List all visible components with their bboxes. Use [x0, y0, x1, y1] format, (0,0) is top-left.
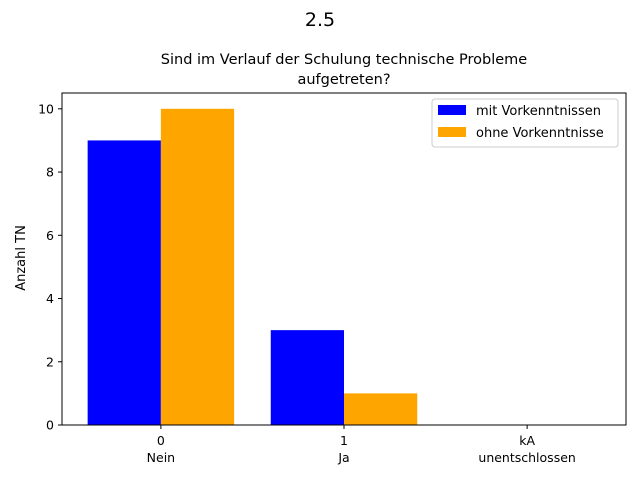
- y-tick-label-4: 4: [46, 291, 54, 306]
- legend-label-mit-vorkenntnissen: mit Vorkenntnissen: [476, 104, 601, 119]
- y-tick-label-10: 10: [38, 101, 54, 116]
- bar-ohne-vorkenntnisse-0: [160, 108, 235, 426]
- plot-frame: [61, 92, 627, 426]
- figure-suptitle: 2.5: [305, 9, 335, 31]
- legend-label-ohne-vorkenntnisse: ohne Vorkenntnisse: [476, 126, 604, 141]
- y-tick-label-2: 2: [46, 354, 54, 369]
- x-tick-code-1: 1: [340, 433, 348, 448]
- bars-group: [87, 108, 418, 426]
- x-tick-label-unentschlossen: unentschlossen: [478, 450, 575, 465]
- x-tick-label-ja: Ja: [337, 450, 349, 465]
- x-tick-label-nein: Nein: [147, 450, 175, 465]
- legend-swatch-ohne-vorkenntnisse: [438, 127, 466, 137]
- y-tick-label-8: 8: [46, 165, 54, 180]
- legend: mit Vorkenntnissen ohne Vorkenntnisse: [431, 98, 619, 148]
- y-tick-label-0: 0: [46, 418, 54, 433]
- y-axis-label: Anzahl TN: [14, 225, 29, 291]
- y-axis: 0 2 4 6 8 10: [38, 101, 62, 433]
- legend-box: [431, 98, 619, 148]
- bar-mit-vorkenntnissen-1: [270, 330, 344, 425]
- bar-mit-vorkenntnissen-0: [87, 140, 161, 425]
- x-tick-code-0: 0: [157, 433, 165, 448]
- y-tick-label-6: 6: [46, 228, 54, 243]
- chart-title-line-1: Sind im Verlauf der Schulung technische …: [161, 52, 527, 68]
- chart-title-line-2: aufgetreten?: [297, 72, 390, 88]
- x-tick-code-ka: kA: [519, 433, 535, 448]
- x-axis: 0 Nein 1 Ja kA unentschlossen: [147, 425, 576, 465]
- bar-ohne-vorkenntnisse-1: [344, 393, 418, 425]
- legend-swatch-mit-vorkenntnissen: [438, 105, 466, 115]
